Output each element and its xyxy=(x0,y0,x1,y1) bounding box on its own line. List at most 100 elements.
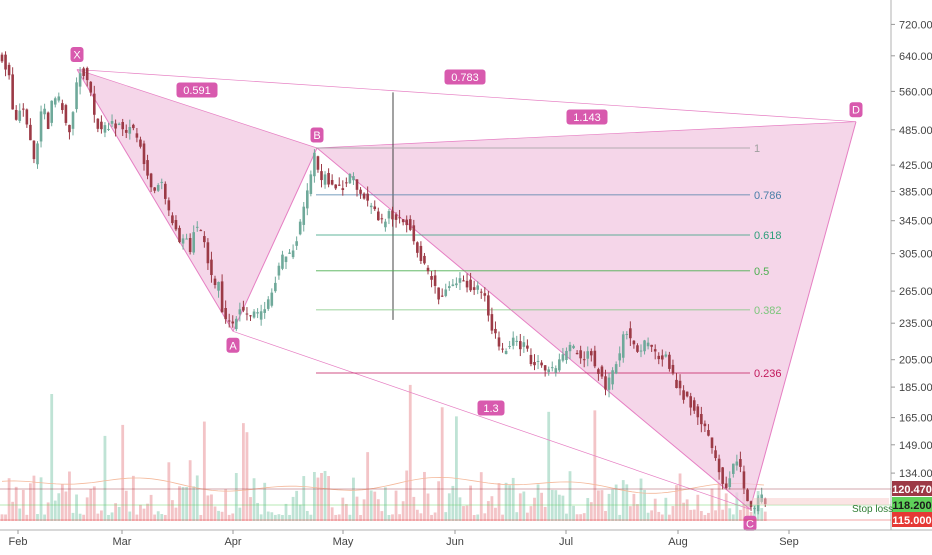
volume-bar xyxy=(582,513,586,521)
candle-body xyxy=(572,345,575,349)
candle-body xyxy=(171,215,174,224)
ratio-label-0-783: 0.783 xyxy=(444,69,486,85)
candle-body xyxy=(600,366,604,377)
volume-bar xyxy=(540,492,543,521)
ratio-label-0-783-text: 0.783 xyxy=(451,72,479,84)
candle-body xyxy=(263,309,266,313)
volume-bar xyxy=(238,507,242,521)
candles-layer xyxy=(0,51,767,515)
candle-body xyxy=(739,459,742,467)
candle-body xyxy=(78,73,82,87)
fib-label-0-618: 0.618 xyxy=(754,230,782,242)
volume-bar xyxy=(305,510,309,521)
y-tick-label: 385.000 xyxy=(899,186,932,198)
volume-bar xyxy=(486,501,490,521)
volume-bar xyxy=(707,512,710,521)
x-tick-label: Sep xyxy=(779,536,799,548)
volume-bar xyxy=(334,514,338,521)
candle-body xyxy=(348,174,352,184)
volume-bar xyxy=(724,493,728,521)
volume-bar xyxy=(565,513,568,521)
candle-body xyxy=(487,295,490,316)
volume-bar xyxy=(82,514,86,521)
candle-body xyxy=(408,219,412,230)
candle-body xyxy=(110,121,114,124)
y-tick-label: 640.000 xyxy=(899,51,932,63)
candle-body xyxy=(224,308,227,320)
candle-body xyxy=(68,124,71,133)
volume-bar xyxy=(476,514,480,521)
candle-body xyxy=(632,340,636,345)
candle-body xyxy=(18,110,22,121)
volume-bar xyxy=(508,485,512,521)
candle-body xyxy=(401,219,405,223)
candle-body xyxy=(568,344,572,352)
candle-body xyxy=(590,351,593,356)
candle-body xyxy=(96,118,100,129)
x-tick-label: Feb xyxy=(9,536,28,548)
volume-bar xyxy=(53,500,57,521)
volume-bar xyxy=(270,512,274,521)
candle-body xyxy=(685,391,689,397)
volume-bar xyxy=(323,470,327,521)
candle-body xyxy=(36,143,39,165)
candle-body xyxy=(107,128,110,130)
volume-bar xyxy=(600,490,604,521)
candle-body xyxy=(50,100,53,123)
candle-body xyxy=(455,283,458,286)
candle-body xyxy=(32,140,36,160)
volume-bar xyxy=(298,504,302,521)
candle-body xyxy=(124,129,128,133)
leg-xb xyxy=(76,69,318,149)
ratio-label-1-3: 1.3 xyxy=(477,400,505,416)
candle-body xyxy=(103,125,107,133)
volume-bar xyxy=(692,509,696,521)
candle-body xyxy=(71,112,75,129)
volume-bar xyxy=(259,514,263,521)
volume-bar xyxy=(4,514,7,521)
candle-body xyxy=(430,276,433,280)
candle-body xyxy=(540,362,543,366)
volume-bar xyxy=(337,514,341,521)
ratio-label-1-143: 1.143 xyxy=(566,109,608,125)
candle-body xyxy=(274,282,277,292)
fib-retracement: 1 0.786 0.618 0.5 0.382 0.236 xyxy=(316,143,782,380)
volume-bar xyxy=(149,494,153,521)
price-tag-low: 115.000 xyxy=(892,515,931,527)
ratio-label-0-591-text: 0.591 xyxy=(183,85,211,97)
candle-body xyxy=(235,318,238,330)
volume-bar xyxy=(376,499,380,521)
candle-body xyxy=(337,184,341,186)
volume-bar xyxy=(760,508,764,521)
candle-body xyxy=(64,105,68,123)
candle-body xyxy=(238,309,242,315)
volume-bar xyxy=(440,407,444,521)
volume-bar xyxy=(494,507,497,521)
volume-bar xyxy=(199,514,203,521)
volume-bar xyxy=(252,478,256,521)
volume-bar xyxy=(465,505,469,521)
volume-bar xyxy=(124,490,128,521)
candle-body xyxy=(288,252,291,254)
candle-body xyxy=(277,265,281,276)
volume-bar xyxy=(444,512,448,521)
volume-bar xyxy=(266,511,270,521)
candle-body xyxy=(416,242,419,253)
candle-body xyxy=(259,311,263,320)
volume-bar xyxy=(344,503,348,521)
ratio-label-0-591: 0.591 xyxy=(176,82,218,98)
volume-bar xyxy=(597,490,600,521)
volume-bar xyxy=(75,494,78,521)
candle-body xyxy=(561,354,565,361)
candle-body xyxy=(373,206,377,210)
candle-body xyxy=(458,278,462,283)
volume-bar xyxy=(46,502,50,521)
candle-body xyxy=(281,254,284,269)
candle-body xyxy=(75,82,78,110)
volume-bar xyxy=(309,514,313,521)
candle-body xyxy=(550,367,554,369)
volume-bar xyxy=(533,497,536,521)
y-tick-label: 235.000 xyxy=(899,318,932,330)
candle-body xyxy=(742,471,746,489)
ratio-label-1-3-bg xyxy=(477,400,505,416)
